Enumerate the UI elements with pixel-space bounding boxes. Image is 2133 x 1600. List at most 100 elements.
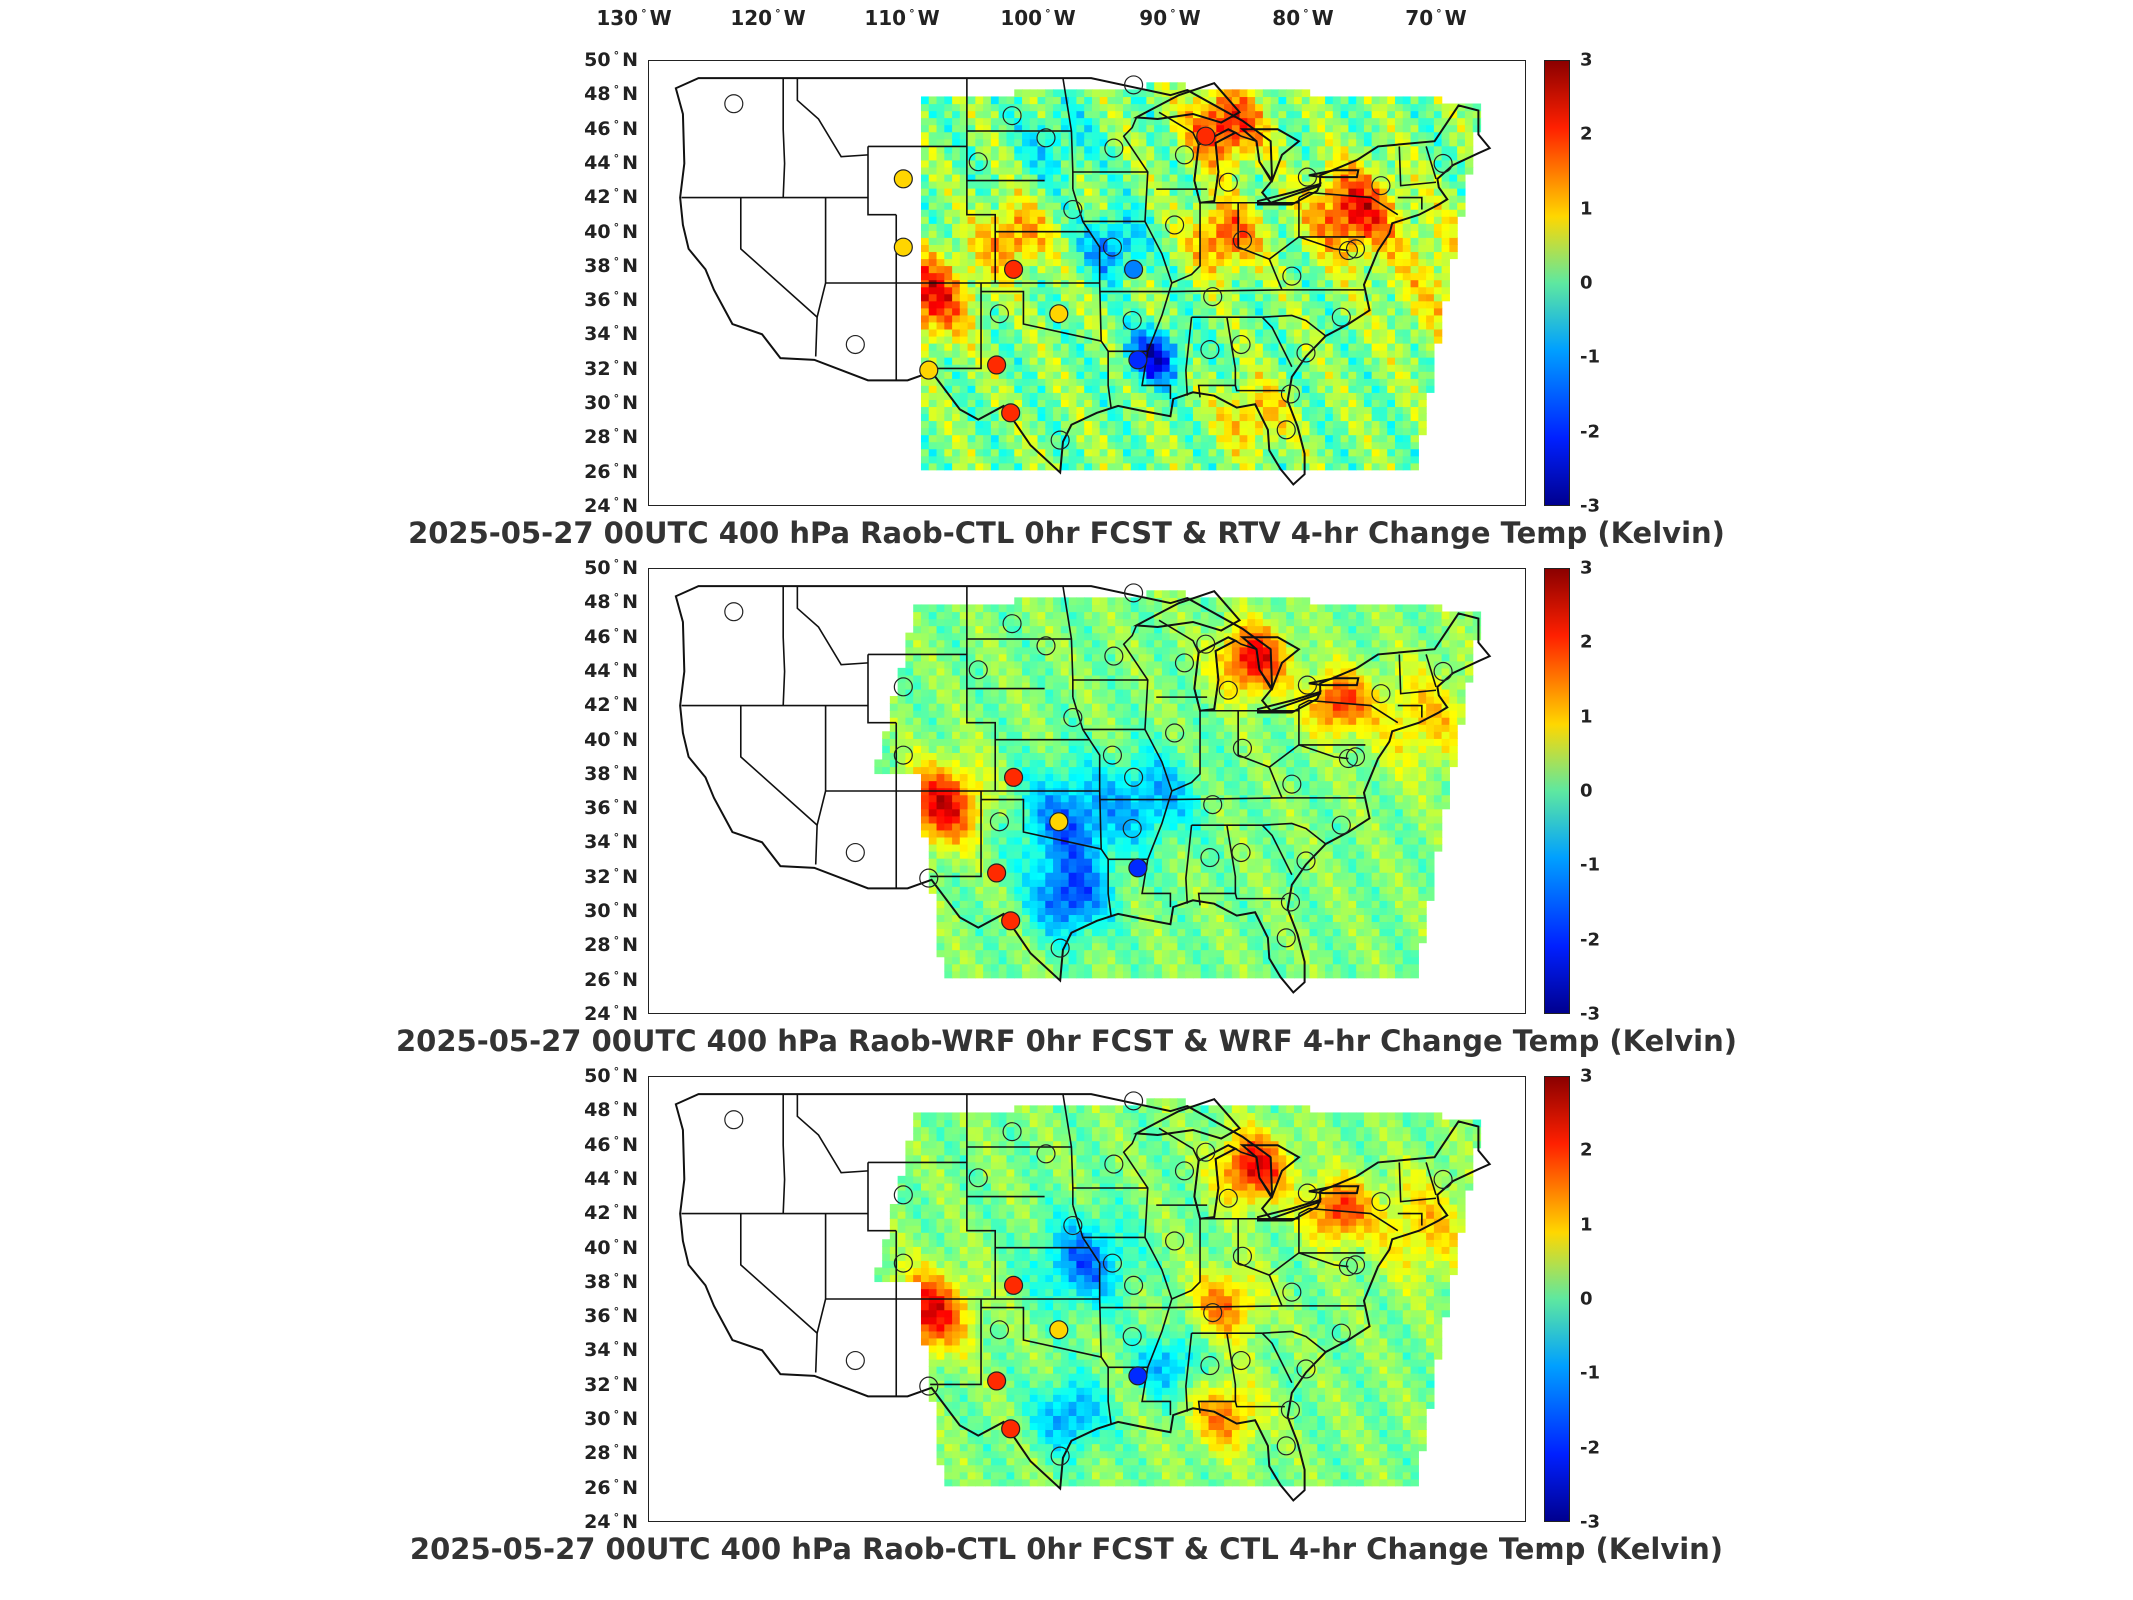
raob-station-marker (1203, 795, 1223, 815)
raob-station-marker (1124, 1275, 1144, 1295)
raob-station-marker (1050, 938, 1070, 958)
latitude-label: 32 ° N (584, 357, 638, 380)
raob-station-marker (1104, 646, 1124, 666)
longitude-label: 110 ° W (864, 6, 940, 30)
raob-station-marker (1433, 153, 1453, 173)
raob-station-marker (1102, 1253, 1123, 1273)
raob-station-marker (1231, 334, 1251, 355)
raob-station-marker (989, 1320, 1009, 1340)
great-lake (1257, 182, 1322, 206)
state-border (1268, 258, 1283, 291)
latitude-label: 50 ° N (584, 48, 638, 72)
latitude-label: 40 ° N (584, 728, 638, 751)
raob-station-marker (1124, 583, 1144, 603)
raob-station-marker (1345, 747, 1366, 767)
colorbar-tick-label: -3 (1580, 1003, 1600, 1025)
raob-station-marker (1203, 1303, 1223, 1323)
panel-title: 2025-05-27 00UTC 400 hPa Raob-WRF 0hr FC… (395, 1024, 1737, 1058)
longitude-label: 130 ° W (596, 6, 672, 30)
state-border (1122, 1133, 1173, 1416)
raob-station-marker (1282, 774, 1302, 794)
state-border (1171, 202, 1201, 284)
raob-station-marker (1003, 767, 1024, 787)
great-lake (1132, 1098, 1242, 1140)
great-lake (1239, 636, 1301, 691)
raob-station-marker (724, 94, 744, 114)
raob-station-marker (1218, 1188, 1238, 1208)
coastline (674, 1093, 1492, 1502)
colorbar-tick-label: -3 (1580, 1511, 1600, 1533)
state-border (1234, 893, 1285, 900)
latitude-label: 44 ° N (584, 659, 638, 683)
raob-station-marker (1276, 928, 1296, 948)
raob-station-marker (1128, 1366, 1148, 1386)
latitude-label: 32 ° N (584, 865, 638, 888)
raob-station-marker (1036, 636, 1056, 656)
latitude-label: 26 ° N (584, 460, 638, 483)
latitude-label: 32 ° N (584, 1373, 638, 1396)
raob-station-marker (1276, 420, 1296, 440)
state-border (1237, 202, 1270, 260)
latitude-label: 30 ° N (584, 899, 638, 923)
latitude-label: 28 ° N (584, 934, 638, 957)
state-border (1185, 825, 1193, 904)
state-border (1234, 385, 1285, 392)
state-border (1171, 710, 1201, 792)
latitude-label: 48 ° N (584, 1099, 638, 1122)
raob-station-marker (987, 863, 1007, 883)
state-border (1398, 654, 1437, 695)
state-border (796, 78, 869, 158)
latitude-label: 28 ° N (584, 426, 638, 449)
raob-station-marker (1050, 430, 1070, 450)
state-border (930, 791, 982, 878)
state-border (782, 586, 786, 706)
state-border (1062, 77, 1074, 190)
state-border (930, 283, 982, 370)
state-border (1398, 1162, 1437, 1203)
raob-station-marker (1345, 239, 1366, 259)
raob-station-marker (1297, 675, 1317, 695)
raob-station-marker (1063, 199, 1083, 220)
latitude-label: 28 ° N (584, 1442, 638, 1465)
state-border (782, 1094, 786, 1214)
state-border (1099, 289, 1364, 293)
latitude-label: 36 ° N (584, 1304, 638, 1328)
state-border (814, 705, 827, 865)
colorbar-tick-label: 0 (1580, 272, 1593, 294)
raob-station-marker (968, 660, 988, 680)
panel-title: 2025-05-27 00UTC 400 hPa Raob-CTL 0hr FC… (409, 1532, 1724, 1566)
temperature-field (874, 590, 1482, 979)
state-border (1298, 191, 1399, 216)
colorbar-tick-label: -2 (1580, 1437, 1600, 1459)
raob-station-marker (1280, 1400, 1301, 1420)
state-border (1268, 1252, 1300, 1276)
raob-station-marker (1049, 812, 1069, 832)
latitude-label: 26 ° N (584, 968, 638, 991)
raob-station-marker (1371, 1192, 1391, 1212)
state-border (1262, 822, 1327, 845)
raob-station-marker (1049, 1320, 1069, 1340)
state-border (1099, 1305, 1364, 1309)
latitude-label: 36 ° N (584, 288, 638, 312)
state-border (1234, 1401, 1285, 1408)
raob-station-marker (1002, 106, 1022, 126)
raob-station-marker (1122, 1326, 1142, 1347)
raob-station-marker (724, 1110, 744, 1130)
latitude-label: 46 ° N (584, 625, 638, 648)
great-lake (1132, 590, 1242, 632)
state-border (867, 1162, 897, 1232)
raob-station-marker (1200, 848, 1220, 868)
longitude-axis: 130 ° W 120 ° W 110 ° W 100 ° W 90 ° W 80 ° W 70 ° W (0, 0, 2133, 40)
raob-station-marker (1128, 350, 1148, 370)
raob-station-marker (919, 360, 939, 380)
latitude-label: 38 ° N (584, 1270, 638, 1294)
raob-station-marker (1231, 842, 1251, 863)
latitude-label: 34 ° N (584, 323, 638, 346)
raob-station-marker (1003, 259, 1024, 279)
colorbar-tick-label: 3 (1580, 1065, 1593, 1087)
state-border (1298, 1207, 1399, 1232)
raob-station-marker (1338, 240, 1358, 261)
raob-station-marker (1063, 1215, 1083, 1236)
state-border (739, 705, 818, 826)
state-border (1158, 619, 1200, 654)
